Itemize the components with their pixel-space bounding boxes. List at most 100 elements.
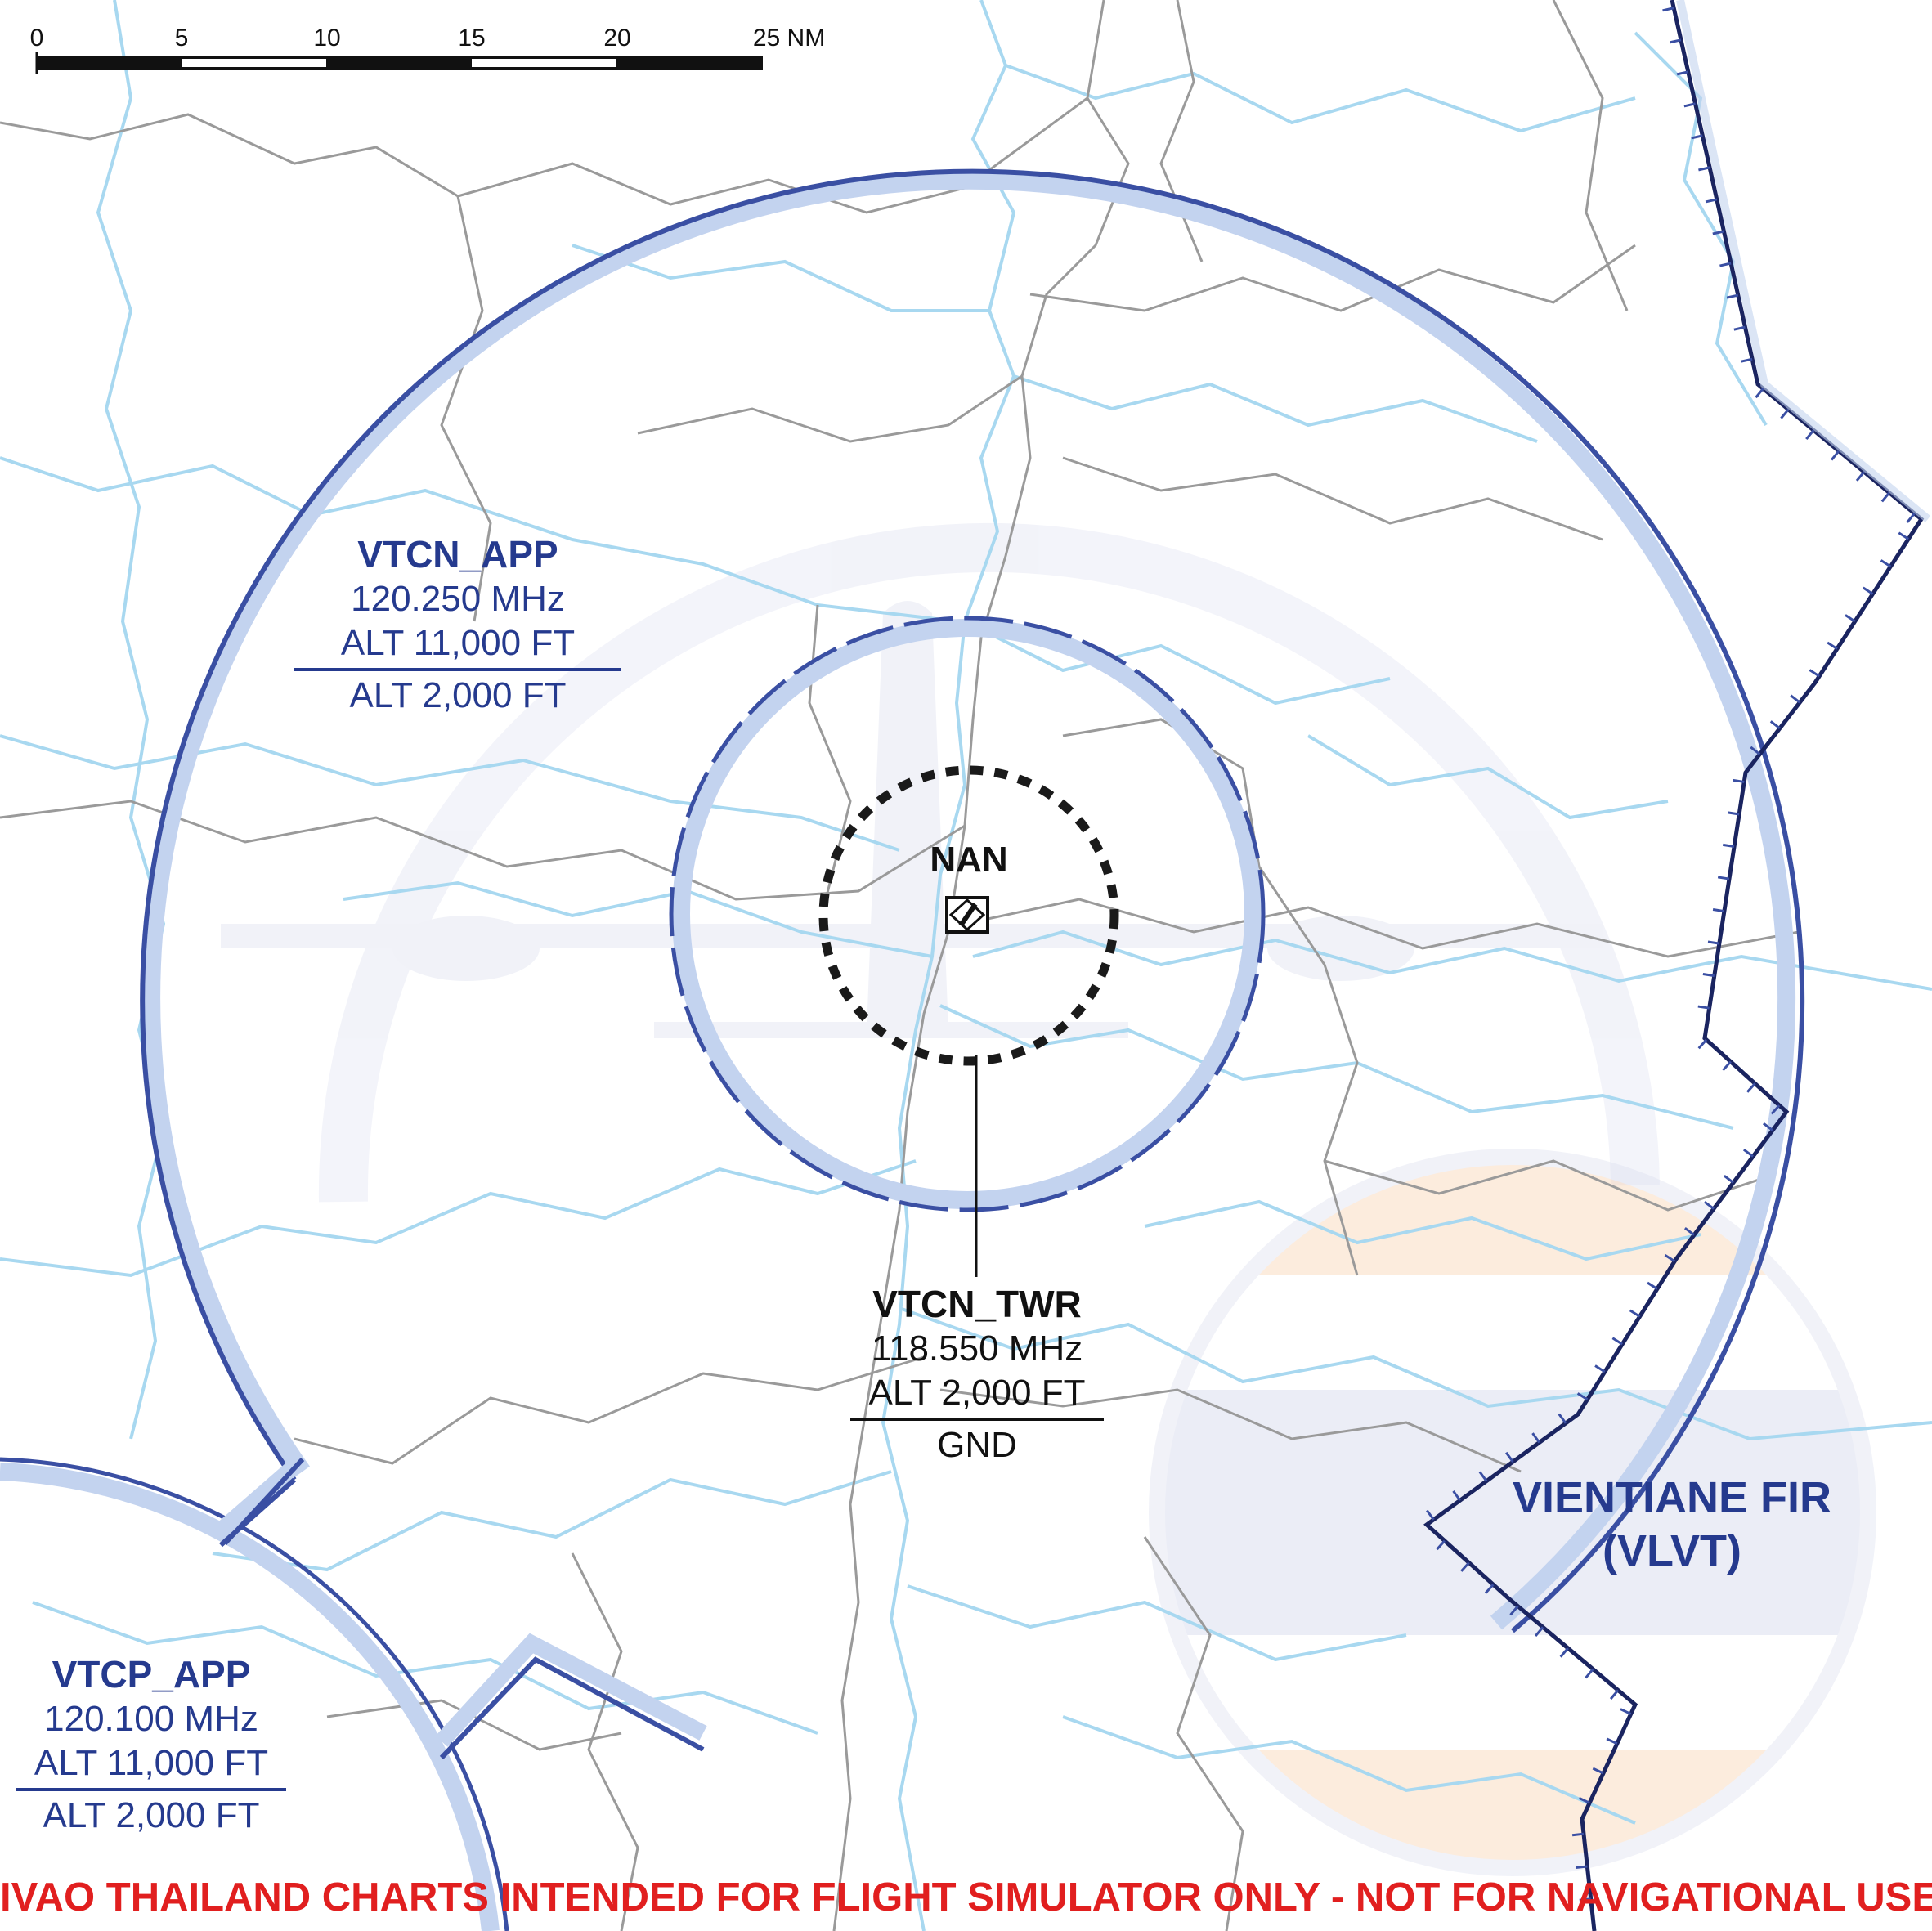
fir-tick [1733,778,1745,783]
fir-boundary-ticks [1426,7,1916,1902]
scale-tick-label: 5 [174,25,189,52]
fir-tick [1579,1897,1591,1902]
fir-tick [1594,1364,1606,1373]
disclaimer-banner: IVAO THAILAND CHARTS INTENDED FOR FLIGHT… [0,1875,1932,1920]
fir-tick [1702,973,1715,978]
approach-sector-boundary [140,168,1805,1760]
adjacent-approach-frequency: 120.100 MHz [44,1699,258,1739]
fir-tick [1697,1005,1710,1010]
scale-tick-label: 25 NM [752,25,826,52]
fir-tick [1504,1451,1514,1463]
airport-name: NAN [930,840,1008,880]
airport-symbol [945,896,989,934]
fir-tick [1845,614,1856,623]
fir-tick [1698,166,1710,172]
fir-tick [1726,293,1739,299]
fir-tick [1664,1253,1676,1262]
adjacent-approach-label: VTCP_APP 120.100 MHz ALT 11,000 FT ALT 2… [16,1655,286,1834]
fir-tick [1880,559,1892,568]
fir-tick [1746,1082,1756,1093]
adjacent-approach-upper-limit: ALT 11,000 FT [34,1743,269,1783]
fir-tick [1534,1626,1544,1637]
fir-tick [1790,694,1801,704]
fir-tick [1830,450,1840,461]
fir-tick [1703,1200,1715,1210]
fir-tick [1827,641,1838,650]
fir-name: VIENTIANE FIR [1512,1473,1832,1522]
approach-frequency: 120.250 MHz [351,579,565,619]
fir-tick [1712,230,1724,235]
fir-tick [1484,1584,1495,1594]
fir-boundary [1423,0,1931,1931]
aerodrome-traffic-zone [818,765,1119,1066]
fir-tick [1691,134,1703,140]
fir-tick [1755,388,1764,399]
fir-tick [1780,408,1790,419]
fir-tick [1571,1832,1585,1837]
fir-tick [1723,1174,1734,1184]
fir-tick [1862,586,1874,595]
fir-tick [1559,1647,1569,1658]
fir-tick [1906,513,1916,523]
fir-tick [1719,262,1732,267]
fir-tick [1676,70,1689,76]
approach-upper-limit: ALT 11,000 FT [340,623,576,663]
fir-tick [1611,1337,1623,1346]
fir-tick [1509,1605,1519,1616]
tower-upper-limit: ALT 2,000 FT [868,1373,1086,1413]
fir-tick [1683,1226,1695,1236]
fir-tick [1722,1060,1732,1072]
approach-callsign: VTCN_APP [357,533,558,576]
scale-tick-label: 0 [29,25,44,52]
fir-tick [1460,1561,1470,1572]
approach-lower-limit: ALT 2,000 FT [294,668,621,714]
fir-tick [1629,1309,1641,1318]
fir-tick [1717,876,1730,880]
fir-tick [1531,1432,1540,1444]
fir-tick [1576,1865,1588,1869]
fir-tick [1898,531,1909,540]
fir-tick [1578,1797,1590,1804]
fir-tick [1741,357,1753,363]
adjacent-approach-sector [0,1457,509,1931]
fir-code: (VLVT) [1603,1526,1741,1575]
fir-tick [1426,1509,1435,1521]
tower-label: VTCN_TWR 118.550 MHz ALT 2,000 FT GND [850,1285,1104,1463]
fir-tick [1750,746,1761,755]
scale-tick-label: 10 [313,25,341,52]
fir-tick [1805,429,1815,441]
fir-label: VIENTIANE FIR (VLVT) [1496,1472,1848,1578]
fir-tick [1683,102,1696,108]
fir-tick [1558,1413,1567,1424]
tower-ctr-boundary [669,616,1266,1212]
fir-tick [1609,1689,1620,1700]
tower-lower-limit: GND [850,1418,1104,1463]
tower-frequency: 118.550 MHz [871,1328,1083,1369]
fir-tick [1478,1471,1488,1482]
road-network [0,0,1800,1931]
fir-tick [1769,720,1781,730]
fir-tick [1662,7,1674,12]
fir-tick [1707,940,1720,945]
fir-tick [1585,1668,1594,1679]
scale-tick-label: 15 [458,25,486,52]
fir-tick [1452,1490,1462,1502]
fir-tick [1436,1539,1446,1551]
tower-callsign: VTCN_TWR [872,1283,1082,1325]
fir-tick [1705,198,1718,204]
fir-tick [1742,1148,1754,1158]
fir-tick [1733,325,1746,331]
fir-tick [1576,1392,1589,1401]
fir-tick [1620,1708,1632,1715]
adjacent-approach-callsign: VTCP_APP [52,1653,251,1696]
fir-tick [1762,1122,1773,1131]
adjacent-approach-lower-limit: ALT 2,000 FT [16,1788,286,1834]
scale-bar [35,52,763,74]
scale-tick-label: 20 [603,25,631,52]
fir-tick [1770,1104,1781,1115]
fir-tick [1809,669,1820,678]
fir-tick [1647,1281,1658,1290]
fir-tick [1723,843,1735,849]
